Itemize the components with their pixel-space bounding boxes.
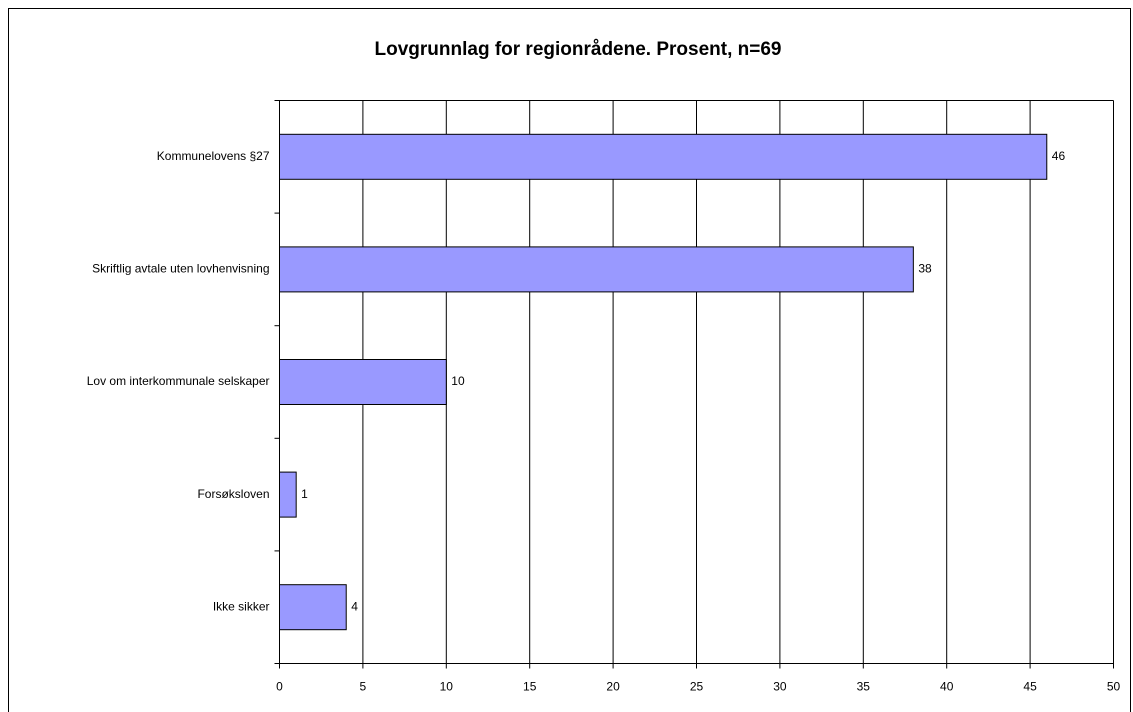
x-tick-label: 5 bbox=[360, 680, 367, 694]
data-label: 38 bbox=[918, 262, 932, 276]
x-tick-label: 35 bbox=[857, 680, 871, 694]
data-label: 10 bbox=[451, 374, 465, 388]
bar bbox=[279, 471, 297, 518]
y-tick-label: Skriftlig avtale uten lovhenvisning bbox=[92, 262, 269, 276]
x-tick-label: 10 bbox=[440, 680, 454, 694]
y-tick-label: Forsøksloven bbox=[197, 487, 269, 501]
data-label: 4 bbox=[351, 599, 358, 613]
x-tick-label: 30 bbox=[773, 680, 787, 694]
data-label: 46 bbox=[1052, 149, 1066, 163]
bar bbox=[279, 584, 347, 631]
x-tick-label: 0 bbox=[276, 680, 283, 694]
y-tick-label: Ikke sikker bbox=[213, 599, 270, 613]
x-tick-label: 15 bbox=[523, 680, 537, 694]
bar bbox=[279, 359, 447, 405]
x-tick-label: 20 bbox=[606, 680, 620, 694]
x-tick-label: 50 bbox=[1107, 680, 1121, 694]
bar bbox=[279, 133, 1048, 180]
x-tick-label: 40 bbox=[940, 680, 954, 694]
chart-border bbox=[8, 8, 1131, 712]
x-tick-label: 25 bbox=[690, 680, 704, 694]
x-tick-label: 45 bbox=[1023, 680, 1037, 694]
y-tick-label: Lov om interkommunale selskaper bbox=[87, 374, 270, 388]
data-label: 1 bbox=[301, 487, 308, 501]
y-tick-label: Kommunelovens §27 bbox=[157, 149, 270, 163]
chart-title: Lovgrunnlag for regionrådene. Prosent, n… bbox=[375, 39, 782, 60]
bar bbox=[279, 246, 914, 293]
